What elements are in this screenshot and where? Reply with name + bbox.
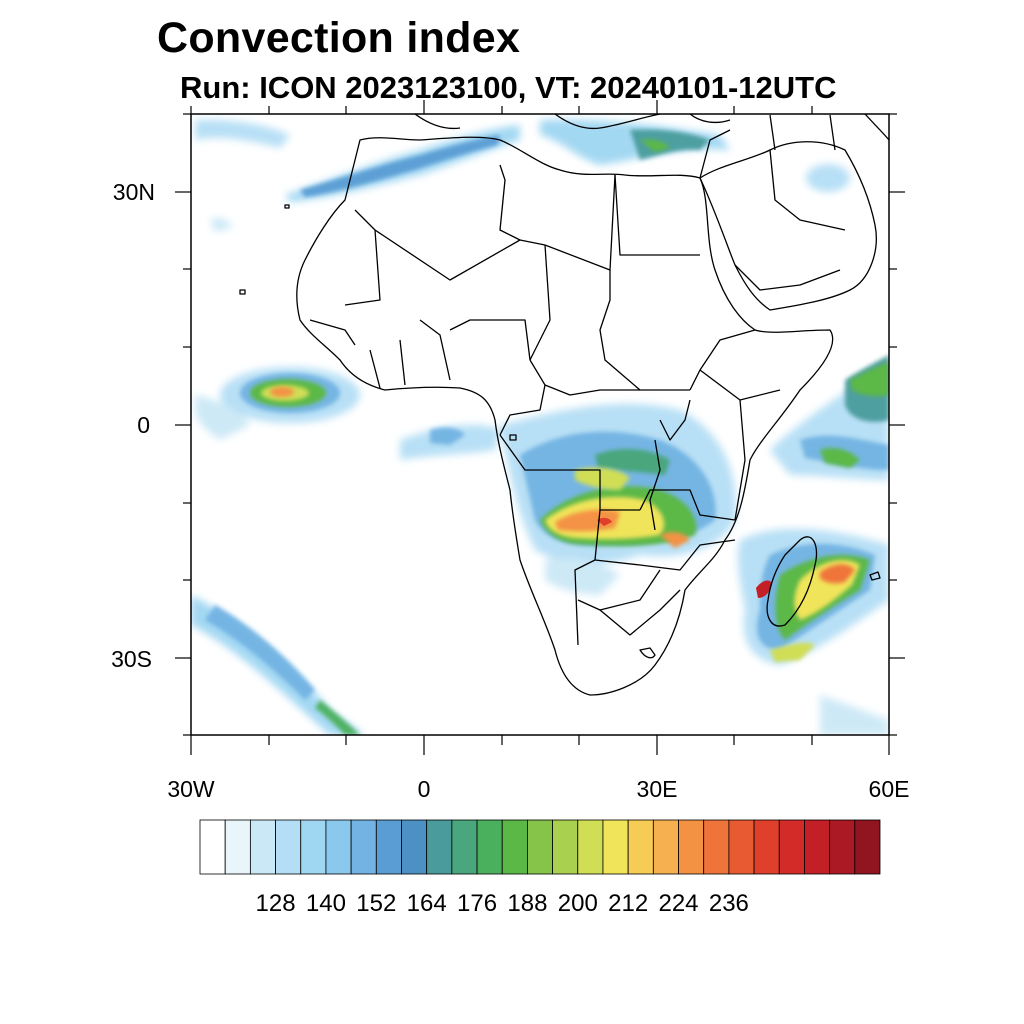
colorbar-swatch bbox=[501, 819, 528, 875]
colorbar-label: 176 bbox=[457, 890, 497, 917]
colorbar-label: 152 bbox=[356, 890, 396, 917]
x-label-30w: 30W bbox=[167, 776, 215, 802]
colorbar-swatch bbox=[627, 819, 654, 875]
colorbar-swatch bbox=[325, 819, 352, 875]
colorbar-swatch bbox=[552, 819, 579, 875]
colorbar-swatch bbox=[350, 819, 377, 875]
colorbar-swatch bbox=[804, 819, 831, 875]
colorbar-swatch bbox=[728, 819, 755, 875]
colorbar-swatch bbox=[426, 819, 453, 875]
colorbar-label: 224 bbox=[658, 890, 698, 917]
colorbar-swatch bbox=[275, 819, 302, 875]
colorbar-label: 140 bbox=[306, 890, 346, 917]
colorbar-label: 236 bbox=[709, 890, 749, 917]
colorbar-swatch bbox=[854, 819, 881, 875]
colorbar-label: 164 bbox=[407, 890, 447, 917]
colorbar-label: 188 bbox=[507, 890, 547, 917]
colorbar-label: 128 bbox=[256, 890, 296, 917]
colorbar: 128 140 152 164 176 188 200 212 224 236 bbox=[199, 819, 881, 917]
colorbar-swatch bbox=[249, 819, 276, 875]
y-label-30s: 30S bbox=[111, 646, 152, 672]
x-label-60e: 60E bbox=[869, 776, 910, 802]
colorbar-swatch bbox=[652, 819, 679, 875]
colorbar-swatch bbox=[224, 819, 251, 875]
colorbar-swatch bbox=[577, 819, 604, 875]
colorbar-swatch bbox=[602, 819, 629, 875]
x-label-0: 0 bbox=[418, 776, 431, 802]
colorbar-swatch bbox=[703, 819, 730, 875]
axis-ticks bbox=[175, 100, 905, 755]
colorbar-swatch bbox=[778, 819, 805, 875]
y-label-0: 0 bbox=[137, 412, 150, 438]
x-label-30e: 30E bbox=[637, 776, 678, 802]
colorbar-label: 200 bbox=[558, 890, 598, 917]
map-title: Convection index bbox=[157, 14, 521, 62]
colorbar-swatch bbox=[527, 819, 553, 875]
colorbar-swatch bbox=[451, 819, 478, 875]
colorbar-swatch bbox=[753, 819, 780, 875]
country-borders bbox=[239, 114, 889, 696]
convection-shading bbox=[191, 119, 889, 735]
colorbar-swatch bbox=[300, 819, 327, 875]
colorbar-swatch bbox=[678, 819, 705, 875]
colorbar-swatch bbox=[476, 819, 503, 875]
y-label-30n: 30N bbox=[113, 179, 155, 205]
colorbar-label: 212 bbox=[608, 890, 648, 917]
colorbar-swatch bbox=[829, 819, 856, 875]
colorbar-swatch bbox=[375, 819, 402, 875]
colorbar-swatch bbox=[199, 819, 226, 875]
map-subtitle: Run: ICON 2023123100, VT: 20240101-12UTC bbox=[180, 70, 837, 105]
colorbar-swatch bbox=[401, 819, 428, 875]
